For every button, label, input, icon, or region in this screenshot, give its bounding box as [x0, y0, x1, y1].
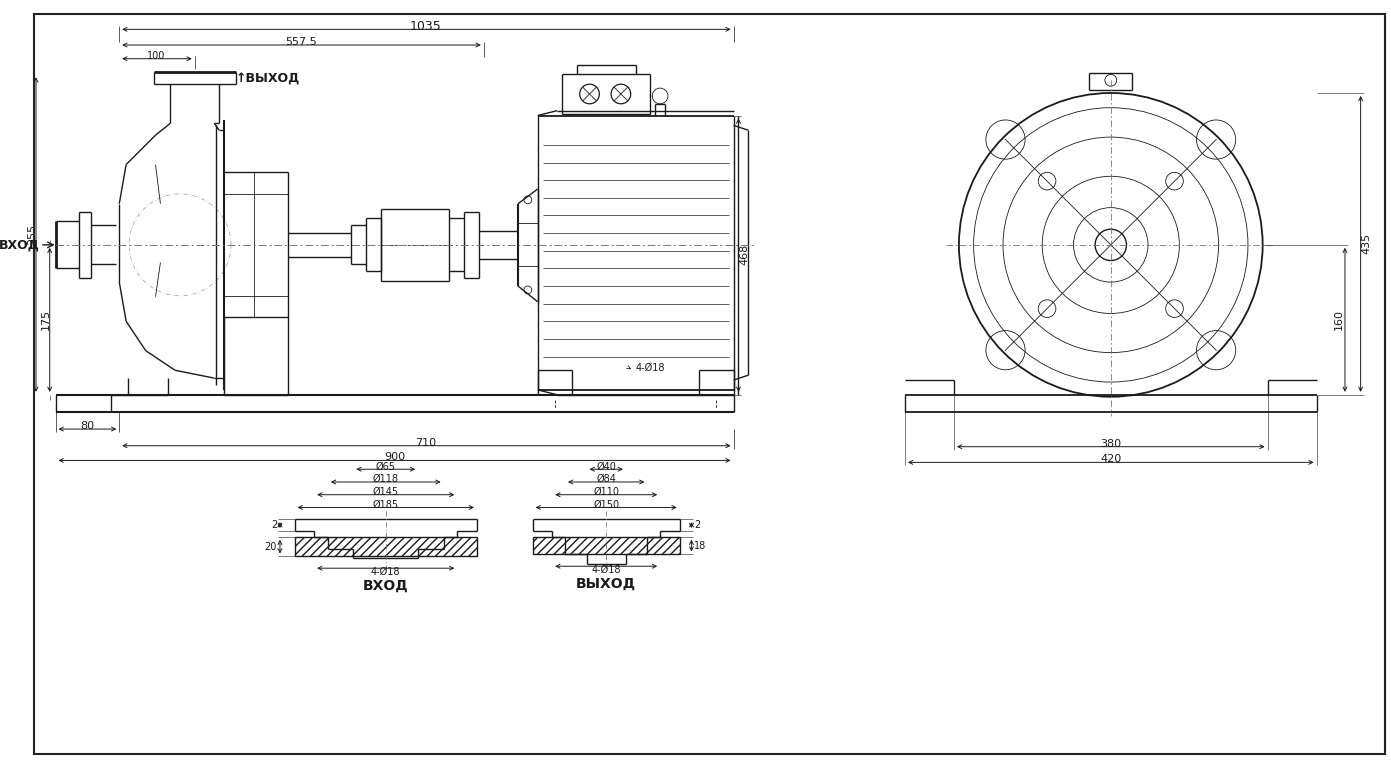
Text: Ø185: Ø185 — [373, 499, 399, 509]
Text: Ø40: Ø40 — [597, 462, 616, 472]
Text: 710: 710 — [416, 438, 437, 448]
Text: 380: 380 — [1100, 439, 1121, 449]
Text: 255: 255 — [26, 223, 38, 245]
Text: Ø65: Ø65 — [376, 462, 396, 472]
Text: 468: 468 — [740, 244, 750, 265]
Text: Ø84: Ø84 — [597, 474, 616, 484]
Text: 4-Ø18: 4-Ø18 — [591, 565, 620, 575]
Text: 557.5: 557.5 — [285, 37, 317, 47]
Text: Ø145: Ø145 — [373, 487, 399, 497]
Text: Ø118: Ø118 — [373, 474, 399, 484]
Bar — [533, 537, 680, 554]
Text: 20: 20 — [264, 541, 277, 551]
Text: 420: 420 — [1100, 455, 1121, 465]
Text: 80: 80 — [79, 421, 95, 431]
Text: ВХОД: ВХОД — [363, 579, 409, 593]
Text: 100: 100 — [147, 51, 166, 61]
Text: 435: 435 — [1362, 233, 1372, 254]
Text: Ø150: Ø150 — [593, 499, 619, 509]
Bar — [295, 537, 477, 557]
Text: 2: 2 — [271, 520, 277, 530]
Text: 900: 900 — [384, 452, 405, 462]
Text: 160: 160 — [1334, 309, 1344, 329]
Text: 18: 18 — [694, 541, 707, 551]
Text: ВЫХОД: ВЫХОД — [576, 577, 636, 591]
Text: 4-Ø18: 4-Ø18 — [371, 567, 401, 577]
Text: 175: 175 — [40, 309, 51, 330]
Text: ↑ВЫХОД: ↑ВЫХОД — [236, 72, 300, 84]
Text: 2: 2 — [694, 520, 701, 530]
Text: ВХОД: ВХОД — [0, 238, 40, 251]
Text: 1035: 1035 — [410, 20, 442, 33]
Text: Ø110: Ø110 — [593, 487, 619, 497]
Text: 4-Ø18: 4-Ø18 — [636, 362, 665, 372]
